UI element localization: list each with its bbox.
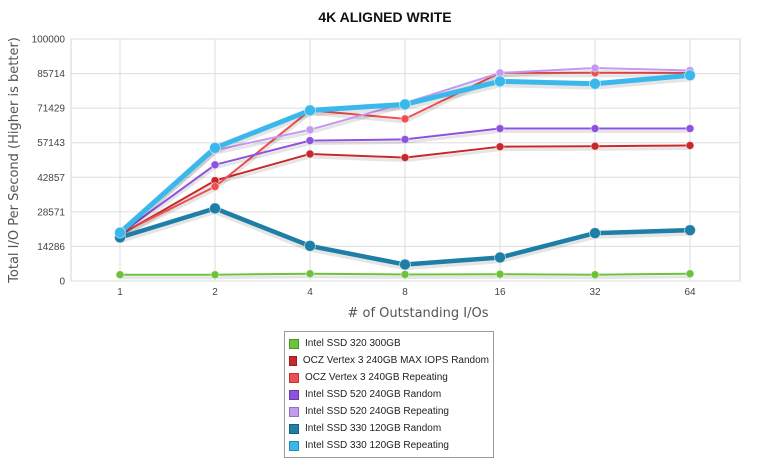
data-point (495, 124, 505, 133)
data-point (210, 270, 220, 280)
data-point (210, 160, 220, 170)
legend-label: Intel SSD 330 120GB Random (305, 423, 442, 434)
legend-label: OCZ Vertex 3 240GB Repeating (305, 372, 448, 383)
legend-swatch (289, 389, 299, 400)
data-point (590, 124, 600, 133)
series-lines (114, 63, 696, 280)
y-axis-ticks: 0 14286 28571 42857 57143 71429 85714 100000 (32, 35, 66, 288)
legend-swatch (289, 355, 297, 366)
y-tick-label: 71429 (37, 104, 65, 115)
legend-swatch (289, 423, 299, 434)
data-point (305, 136, 315, 146)
data-point (399, 258, 411, 271)
legend-label: Intel SSD 320 300GB (305, 338, 401, 349)
series-intel-ssd-330-120gb-repeating (114, 69, 696, 239)
data-point (305, 269, 315, 279)
legend-item: OCZ Vertex 3 240GB Repeating (289, 369, 489, 386)
x-axis-ticks: 1 2 4 8 16 32 64 (117, 287, 696, 298)
y-tick-label: 42857 (37, 173, 65, 184)
data-point (590, 141, 600, 151)
data-point (305, 149, 315, 159)
legend-item: Intel SSD 330 120GB Repeating (289, 437, 489, 454)
data-point (305, 125, 315, 135)
x-axis-label: # of Outstanding I/Os (347, 306, 488, 321)
x-tick-label: 16 (494, 287, 506, 298)
x-tick-label: 2 (212, 287, 218, 298)
y-tick-label: 100000 (32, 35, 66, 46)
data-point (304, 240, 316, 252)
x-tick-label: 64 (684, 287, 696, 298)
chart-title: 4K ALIGNED WRITE (318, 9, 451, 25)
legend-item: OCZ Vertex 3 240GB MAX IOPS Random (289, 352, 489, 369)
legend-label: Intel SSD 330 120GB Repeating (305, 440, 449, 451)
data-point (685, 141, 695, 150)
data-point (685, 124, 695, 133)
data-point (209, 141, 221, 154)
data-point (304, 104, 316, 117)
data-point (685, 269, 695, 279)
legend-swatch (289, 372, 299, 383)
data-point (494, 251, 506, 264)
legend-item: Intel SSD 520 240GB Random (289, 386, 489, 403)
legend-swatch (289, 338, 299, 349)
legend: Intel SSD 320 300GB OCZ Vertex 3 240GB MA… (284, 331, 494, 458)
legend-label: OCZ Vertex 3 240GB MAX IOPS Random (302, 355, 489, 366)
data-point (495, 142, 505, 152)
data-point (400, 270, 410, 279)
legend-label: Intel SSD 520 240GB Repeating (305, 406, 449, 417)
legend-swatch (289, 440, 299, 451)
data-point (400, 114, 410, 124)
legend-swatch (289, 406, 299, 417)
data-point (589, 227, 601, 239)
data-point (494, 75, 506, 88)
data-point (684, 224, 696, 237)
legend-item: Intel SSD 330 120GB Random (289, 420, 489, 437)
data-point (684, 69, 696, 82)
x-tick-label: 32 (589, 287, 601, 298)
y-axis-label: Total I/O Per Second (Higher is better) (7, 37, 22, 284)
data-point (209, 202, 221, 215)
x-tick-label: 4 (307, 287, 313, 298)
data-point (590, 63, 600, 73)
data-point (115, 270, 125, 280)
legend-label: Intel SSD 520 240GB Random (305, 389, 442, 400)
data-point (114, 226, 126, 239)
data-point (210, 182, 220, 192)
legend-item: Intel SSD 320 300GB (289, 335, 489, 352)
x-tick-label: 1 (117, 287, 123, 298)
data-point (400, 135, 410, 144)
data-point (495, 269, 505, 279)
series-intel-ssd-320-300gb (115, 269, 695, 280)
y-tick-label: 85714 (37, 69, 65, 80)
y-tick-label: 57143 (37, 138, 65, 149)
y-tick-label: 14286 (37, 242, 65, 253)
data-point (590, 270, 600, 280)
legend-item: Intel SSD 520 240GB Repeating (289, 403, 489, 420)
data-point (399, 98, 411, 111)
data-point (589, 77, 601, 90)
x-tick-label: 8 (402, 287, 408, 298)
data-point (400, 153, 410, 162)
y-tick-label: 0 (59, 277, 65, 288)
y-tick-label: 28571 (37, 207, 65, 218)
